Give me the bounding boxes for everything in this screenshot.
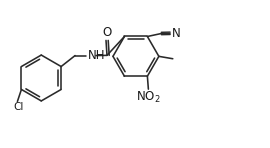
Text: Cl: Cl	[13, 102, 23, 112]
Text: NO$_2$: NO$_2$	[136, 90, 161, 105]
Text: O: O	[102, 26, 112, 39]
Text: N: N	[172, 27, 181, 40]
Text: NH: NH	[88, 49, 106, 62]
